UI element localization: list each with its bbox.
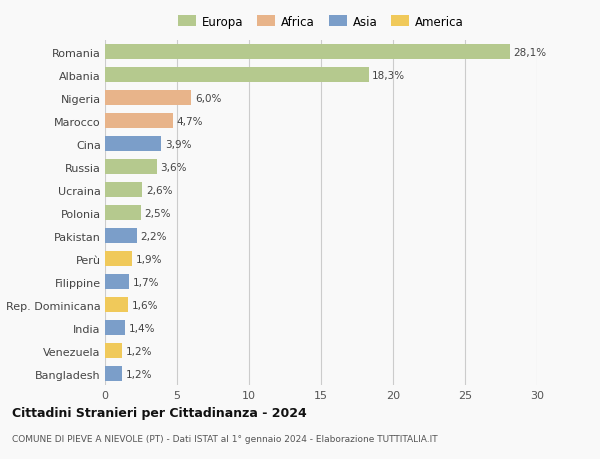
Text: 1,9%: 1,9% — [136, 254, 163, 264]
Text: 1,6%: 1,6% — [131, 300, 158, 310]
Text: 6,0%: 6,0% — [195, 94, 221, 104]
Text: Cittadini Stranieri per Cittadinanza - 2024: Cittadini Stranieri per Cittadinanza - 2… — [12, 406, 307, 419]
Bar — [105, 91, 191, 106]
Text: 1,2%: 1,2% — [126, 369, 152, 379]
Text: 4,7%: 4,7% — [176, 117, 203, 127]
Bar — [105, 45, 509, 60]
Text: 3,9%: 3,9% — [165, 140, 191, 150]
Text: 2,5%: 2,5% — [145, 208, 171, 218]
Text: 28,1%: 28,1% — [513, 48, 547, 58]
Bar — [105, 137, 161, 152]
Bar — [105, 321, 125, 336]
Text: 2,6%: 2,6% — [146, 185, 173, 196]
Bar — [105, 183, 142, 198]
Legend: Europa, Africa, Asia, America: Europa, Africa, Asia, America — [178, 16, 464, 28]
Text: 1,4%: 1,4% — [129, 323, 155, 333]
Text: 3,6%: 3,6% — [160, 162, 187, 173]
Text: 1,7%: 1,7% — [133, 277, 160, 287]
Text: 18,3%: 18,3% — [372, 71, 405, 81]
Bar — [105, 275, 130, 290]
Bar — [105, 344, 122, 358]
Text: 2,2%: 2,2% — [140, 231, 167, 241]
Text: COMUNE DI PIEVE A NIEVOLE (PT) - Dati ISTAT al 1° gennaio 2024 - Elaborazione TU: COMUNE DI PIEVE A NIEVOLE (PT) - Dati IS… — [12, 434, 437, 443]
Bar — [105, 160, 157, 175]
Bar — [105, 206, 141, 221]
Bar — [105, 68, 368, 83]
Bar — [105, 298, 128, 313]
Bar — [105, 367, 122, 381]
Bar — [105, 114, 173, 129]
Text: 1,2%: 1,2% — [126, 346, 152, 356]
Bar — [105, 252, 133, 267]
Bar — [105, 229, 137, 244]
